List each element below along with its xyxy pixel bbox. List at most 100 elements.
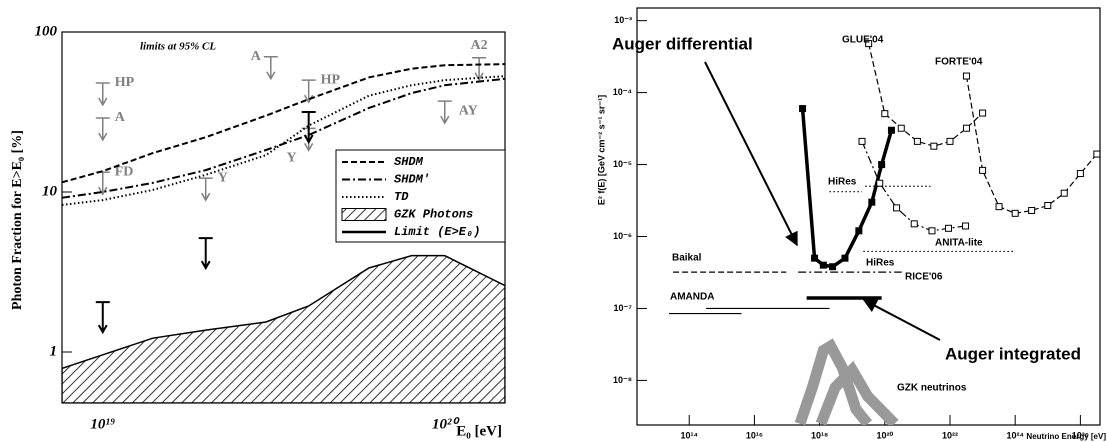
limit-arrow [198,177,213,202]
limit-arrow [437,100,452,125]
limit-arrow [95,82,110,107]
series-label: Auger differential [612,34,753,53]
marker [946,137,954,145]
marker [1044,201,1052,209]
legend-box [335,149,506,243]
area [62,254,505,403]
marker [1076,170,1084,178]
limit-label: HP [115,75,135,90]
line [800,108,894,269]
limit-arrow [472,57,487,82]
series-label: AMANDA [670,292,714,303]
line [794,338,899,425]
x-tick-label: 10¹⁸ [811,430,828,440]
limit-label: A2 [471,38,488,53]
marker [819,261,827,269]
y-tick-label: 10⁻⁵ [613,159,632,169]
y-tick-label: 1 [50,343,58,359]
series-label: ANITA-lite [935,238,983,249]
marker [841,254,849,262]
label-arrow [704,61,798,247]
marker [865,40,873,48]
limit-label: FD [115,164,134,179]
marker [962,124,970,132]
marker [995,203,1003,211]
marker [979,166,987,174]
marker [811,254,819,262]
marker [979,109,987,117]
y-tick-label: 10 [42,183,58,199]
x-tick-label: 10²⁶ [1072,430,1089,440]
marker [913,137,921,145]
limit-label: A [115,110,126,125]
limit-arrow [95,117,110,142]
marker [878,161,886,169]
y-tick-label: 10⁻⁶ [613,231,632,241]
marker [887,126,895,134]
series-label: HiRes [828,177,857,188]
plot-frame [636,7,1101,426]
series-label: HiRes [866,258,895,269]
line [62,63,505,184]
x-tick-label: 10¹⁹ [90,416,115,432]
x-tick-label: 10²⁰ [876,430,893,440]
line [965,75,1098,214]
legend-label: SHDM' [394,173,430,187]
limit-arrow [95,171,110,196]
annotation: limits at 95% CL [140,41,216,53]
chart: 10¹⁴ 10¹⁶ 10¹⁸ 10²⁰ 10²² 10²⁴ 10²⁶ 10⁻⁸ 10⁻⁷ 10⁻⁶… [596,7,1106,441]
y-tick-label: 10⁻³ [614,15,632,25]
x-tick-label: 10²⁴ [1006,430,1023,440]
marker [930,142,938,150]
limit-arrow [301,111,316,145]
limit-label: A [251,49,262,64]
marker [962,222,970,230]
series-label: GLUE'04 [842,35,884,46]
marker [1060,189,1068,197]
marker [893,204,901,212]
limit-label: HP [321,72,341,87]
legend-label: SHDM [394,155,424,169]
x-axis-title: E₀ [eV] [456,423,502,439]
marker [910,220,918,228]
marker [829,263,837,271]
marker [944,224,952,232]
marker [881,110,889,118]
marker [1011,209,1019,217]
legend: SHDM SHDM' TD GZK Photons Limit (E>E₀) [335,149,506,243]
legend-label: GZK Photons [394,208,473,222]
y-axis-title: Photon Fraction for E>E₀ [%] [10,130,25,310]
label-arrow [862,299,941,341]
legend-swatch [341,208,387,221]
plot-area [669,40,1100,425]
x-tick-label: 10¹⁴ [680,430,697,440]
limit-label: Y [218,170,228,185]
marker [799,105,807,113]
series-label: GZK neutrinos [897,383,967,394]
marker [1028,206,1036,214]
plot-area: HP A FD Y A HP Y A2 AY [62,38,505,403]
y-tick-label: 10⁻⁷ [614,303,633,313]
limit-label: Y [287,151,297,166]
marker [855,227,863,235]
marker [868,198,876,206]
series-label: RICE'06 [905,272,943,283]
limit-arrow [95,301,110,335]
limit-arrow [263,56,278,81]
marker [897,124,905,132]
line [829,185,931,193]
x-tick-label: 10²⁰ [432,416,460,432]
marker [962,72,970,80]
x-tick-label: 10²² [942,430,958,440]
limit-label: AY [459,103,478,118]
x-axis-title: Neutrino Energy [eV] [1026,432,1106,441]
marker [876,179,884,187]
line [62,77,505,199]
line [62,75,505,206]
y-axis-title: E² f(E) [GeV cm⁻² s⁻¹ sr⁻¹] [596,95,606,205]
y-tick-label: 10⁻⁸ [613,375,632,385]
legend-label: Limit (E>E₀) [394,225,480,239]
line [669,307,830,315]
